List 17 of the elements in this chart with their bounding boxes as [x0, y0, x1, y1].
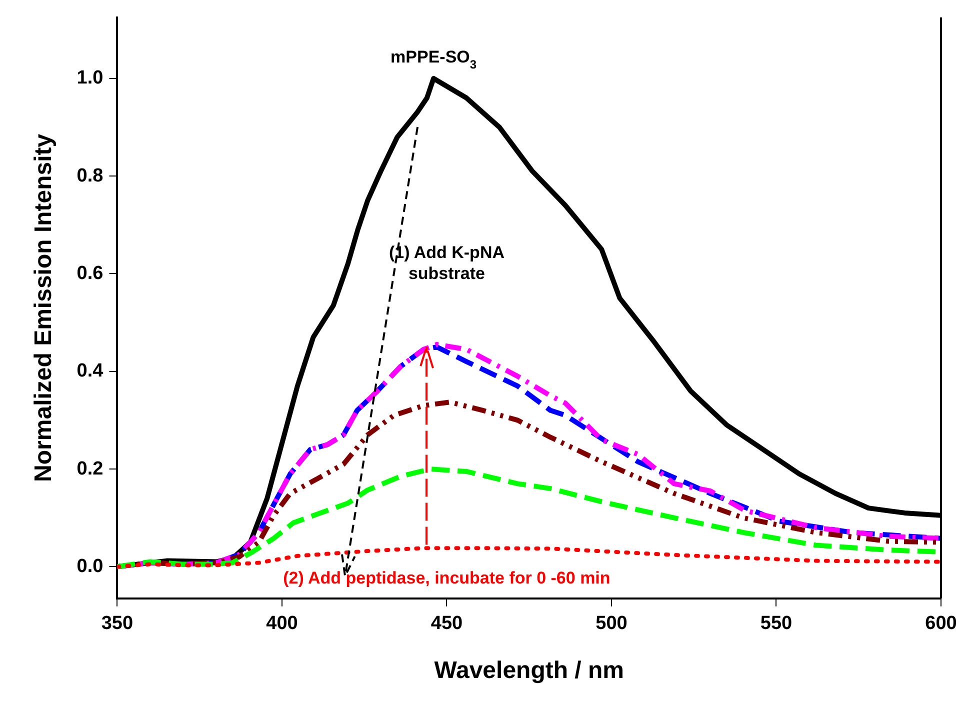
x-tick-label: 500: [596, 613, 628, 634]
y-tick-label: 0.0: [76, 556, 104, 577]
x-tick-label: 550: [760, 613, 792, 634]
x-tick-label: 450: [430, 613, 463, 634]
y-tick-label: 0.4: [76, 360, 104, 382]
x-axis-title: Wavelength / nm: [434, 657, 624, 684]
y-tick-label: 0.2: [76, 458, 104, 480]
y-tick-label: 0.8: [76, 165, 104, 186]
y-axis-title: Normalized Emission Intensity: [30, 133, 58, 482]
line-series: [117, 546, 941, 569]
x-tick-label: 600: [925, 613, 957, 634]
y-tick-label: 1.0: [76, 68, 104, 89]
x-tick-label: 400: [266, 613, 298, 634]
x-tick-label: 350: [101, 613, 134, 634]
annotation: (2) Add peptidase, incubate for 0 -60 min: [283, 568, 610, 588]
annotation: (1) Add K-pNA substrate: [388, 243, 504, 284]
y-tick-label: 0.6: [76, 262, 104, 284]
